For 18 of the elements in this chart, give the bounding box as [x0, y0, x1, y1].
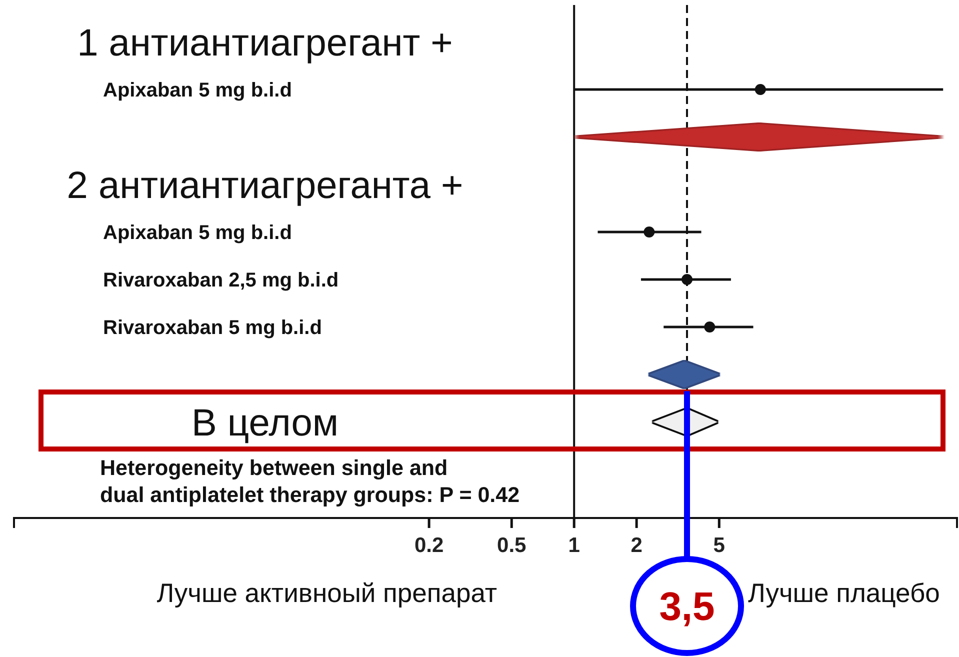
y-tick-label: Apixaban 5 mg b.i.d [103, 222, 292, 244]
y-tick-label: 2 антиантиагреганта + [66, 164, 464, 207]
text: Heterogeneity between single and dual antiplatelet therapy groups: P = 0.42 [100, 456, 520, 507]
x-tick-label: 1 [568, 534, 580, 557]
y-tick-label: Apixaban 5 mg b.i.d [103, 80, 292, 102]
y-tick-label: В целом [192, 402, 338, 444]
x-tick-label: 2 [630, 534, 642, 557]
text: Лучше активноый препарат [156, 578, 497, 608]
ref-line-label: 3,5 [659, 585, 715, 629]
text: Лучше плацебо [748, 578, 940, 608]
x-tick-label: 0.5 [497, 534, 527, 557]
x-tick-label: 0.2 [414, 534, 444, 557]
y-tick-label: 1 антиантиагрегант + [77, 22, 453, 64]
point [754, 84, 766, 95]
y-tick-label: Rivaroxaban 2,5 mg b.i.d [103, 270, 339, 292]
y-tick-label: Rivaroxaban 5 mg b.i.d [103, 317, 322, 339]
x-tick-label: 5 [713, 534, 726, 557]
point [682, 274, 693, 285]
